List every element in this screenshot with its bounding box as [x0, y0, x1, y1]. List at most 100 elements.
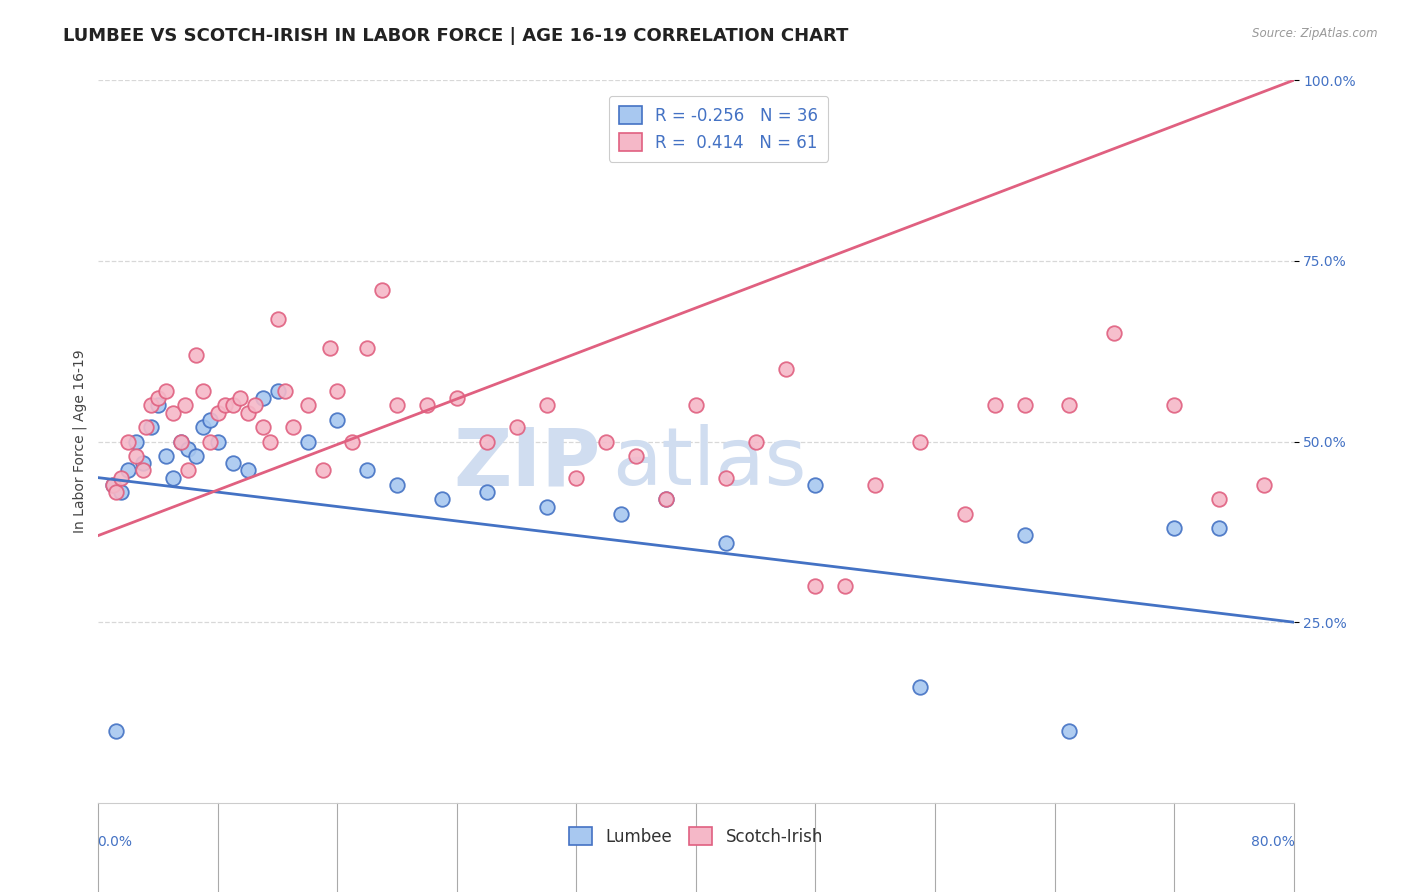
Point — [105, 485, 128, 500]
Point — [252, 420, 274, 434]
Point — [342, 434, 364, 449]
Point — [430, 492, 453, 507]
Point — [139, 420, 162, 434]
Point — [1208, 521, 1230, 535]
Point — [536, 398, 558, 412]
Point — [297, 434, 319, 449]
Point — [834, 579, 856, 593]
Point — [475, 485, 498, 500]
Point — [1163, 398, 1185, 412]
Point — [865, 478, 887, 492]
Point — [236, 463, 259, 477]
Text: LUMBEE VS SCOTCH-IRISH IN LABOR FORCE | AGE 16-19 CORRELATION CHART: LUMBEE VS SCOTCH-IRISH IN LABOR FORCE | … — [63, 27, 849, 45]
Point — [1059, 398, 1081, 412]
Point — [184, 348, 207, 362]
Point — [207, 406, 229, 420]
Text: 0.0%: 0.0% — [97, 835, 132, 849]
Point — [274, 384, 297, 398]
Point — [326, 413, 349, 427]
Point — [184, 449, 207, 463]
Text: atlas: atlas — [613, 425, 807, 502]
Point — [207, 434, 229, 449]
Point — [319, 341, 342, 355]
Point — [103, 478, 125, 492]
Point — [745, 434, 768, 449]
Point — [162, 471, 184, 485]
Point — [626, 449, 648, 463]
Point — [356, 341, 378, 355]
Point — [139, 398, 162, 412]
Point — [169, 434, 191, 449]
Point — [200, 434, 222, 449]
Point — [326, 384, 349, 398]
Point — [1059, 723, 1081, 738]
Text: 80.0%: 80.0% — [1251, 835, 1295, 849]
Point — [416, 398, 439, 412]
Point — [356, 463, 378, 477]
Point — [117, 463, 139, 477]
Point — [135, 420, 157, 434]
Point — [162, 406, 184, 420]
Point — [371, 283, 394, 297]
Point — [132, 463, 155, 477]
Point — [200, 413, 222, 427]
Point — [655, 492, 678, 507]
Point — [252, 391, 274, 405]
Point — [1253, 478, 1275, 492]
Point — [655, 492, 678, 507]
Point — [475, 434, 498, 449]
Point — [610, 507, 633, 521]
Point — [804, 478, 827, 492]
Point — [174, 398, 197, 412]
Point — [105, 723, 128, 738]
Point — [125, 449, 148, 463]
Point — [775, 362, 797, 376]
Point — [385, 398, 409, 412]
Point — [229, 391, 252, 405]
Point — [267, 384, 290, 398]
Y-axis label: In Labor Force | Age 16-19: In Labor Force | Age 16-19 — [73, 350, 87, 533]
Text: ZIP: ZIP — [453, 425, 600, 502]
Point — [177, 442, 200, 456]
Text: Source: ZipAtlas.com: Source: ZipAtlas.com — [1253, 27, 1378, 40]
Point — [385, 478, 409, 492]
Point — [110, 485, 132, 500]
Point — [148, 391, 170, 405]
Point — [953, 507, 976, 521]
Point — [132, 456, 155, 470]
Point — [169, 434, 191, 449]
Point — [177, 463, 200, 477]
Point — [236, 406, 259, 420]
Point — [804, 579, 827, 593]
Legend: Lumbee, Scotch-Irish: Lumbee, Scotch-Irish — [562, 821, 830, 852]
Point — [222, 456, 245, 470]
Point — [565, 471, 588, 485]
Point — [506, 420, 529, 434]
Point — [984, 398, 1007, 412]
Point — [103, 478, 125, 492]
Point — [1014, 528, 1036, 542]
Point — [148, 398, 170, 412]
Point — [685, 398, 707, 412]
Point — [297, 398, 319, 412]
Point — [311, 463, 333, 477]
Point — [595, 434, 617, 449]
Point — [1163, 521, 1185, 535]
Point — [1014, 398, 1036, 412]
Point — [110, 471, 132, 485]
Point — [281, 420, 304, 434]
Point — [1208, 492, 1230, 507]
Point — [117, 434, 139, 449]
Point — [536, 500, 558, 514]
Point — [245, 398, 267, 412]
Point — [214, 398, 236, 412]
Point — [714, 535, 737, 549]
Point — [155, 384, 177, 398]
Point — [155, 449, 177, 463]
Point — [191, 420, 214, 434]
Point — [125, 434, 148, 449]
Point — [446, 391, 468, 405]
Point — [222, 398, 245, 412]
Point — [191, 384, 214, 398]
Point — [908, 680, 931, 694]
